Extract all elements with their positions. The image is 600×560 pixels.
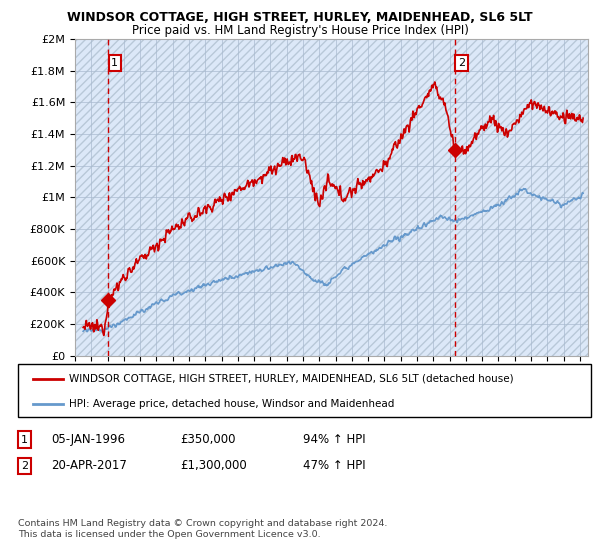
Text: £350,000: £350,000 xyxy=(180,433,235,446)
Text: £1,300,000: £1,300,000 xyxy=(180,459,247,473)
Text: 2: 2 xyxy=(21,461,28,471)
Text: 05-JAN-1996: 05-JAN-1996 xyxy=(51,433,125,446)
Text: WINDSOR COTTAGE, HIGH STREET, HURLEY, MAIDENHEAD, SL6 5LT: WINDSOR COTTAGE, HIGH STREET, HURLEY, MA… xyxy=(67,11,533,24)
Text: 94% ↑ HPI: 94% ↑ HPI xyxy=(303,433,365,446)
Text: 1: 1 xyxy=(112,58,118,68)
Text: 47% ↑ HPI: 47% ↑ HPI xyxy=(303,459,365,473)
Text: WINDSOR COTTAGE, HIGH STREET, HURLEY, MAIDENHEAD, SL6 5LT (detached house): WINDSOR COTTAGE, HIGH STREET, HURLEY, MA… xyxy=(69,374,514,384)
Text: Contains HM Land Registry data © Crown copyright and database right 2024.
This d: Contains HM Land Registry data © Crown c… xyxy=(18,519,388,539)
Text: HPI: Average price, detached house, Windsor and Maidenhead: HPI: Average price, detached house, Wind… xyxy=(69,399,394,409)
Text: Price paid vs. HM Land Registry's House Price Index (HPI): Price paid vs. HM Land Registry's House … xyxy=(131,24,469,37)
Text: 2: 2 xyxy=(458,58,465,68)
Text: 20-APR-2017: 20-APR-2017 xyxy=(51,459,127,473)
Text: 1: 1 xyxy=(21,435,28,445)
